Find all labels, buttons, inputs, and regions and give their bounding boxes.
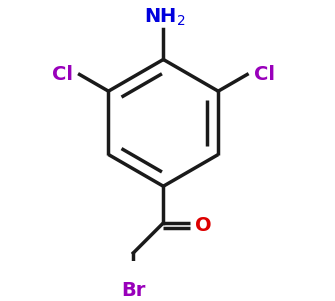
Text: Br: Br	[121, 281, 145, 300]
Text: NH$_2$: NH$_2$	[144, 7, 186, 28]
Text: O: O	[195, 216, 212, 235]
Text: Cl: Cl	[254, 65, 275, 84]
Text: Cl: Cl	[52, 65, 73, 84]
